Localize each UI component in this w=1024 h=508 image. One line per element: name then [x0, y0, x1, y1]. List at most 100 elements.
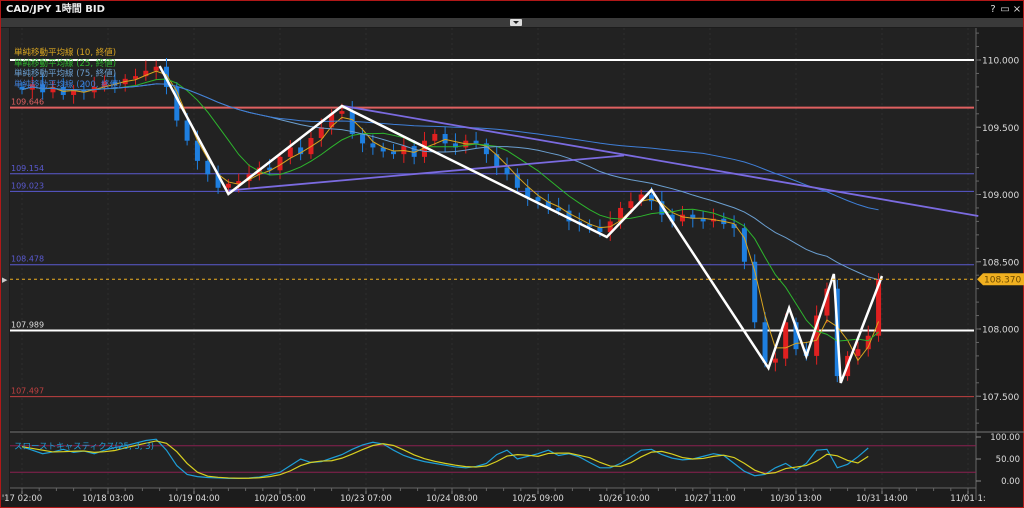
candle: [494, 154, 500, 168]
candle: [876, 279, 882, 336]
candle: [194, 140, 200, 161]
ma-legend-10: 単純移動平均線 (10, 終値): [14, 48, 117, 58]
candle: [690, 214, 696, 219]
expand-arrow-icon: ▶: [2, 276, 8, 284]
candle: [556, 207, 562, 211]
title-bar: CAD/JPY 1時間 BID ? ▭ ×: [1, 1, 1023, 18]
candle: [814, 315, 820, 356]
candle: [143, 70, 149, 77]
candle: [824, 288, 830, 316]
stochastic-tick-label: 50.00: [996, 455, 1020, 465]
ma-legend-25: 単純移動平均線 (25, 終値): [14, 58, 117, 69]
x-tick-label: 10/20 05:00: [254, 494, 306, 504]
candle: [442, 133, 448, 144]
horizontal-line-label: 107.989: [11, 320, 44, 329]
candle: [452, 143, 458, 148]
candle: [587, 224, 593, 227]
candle: [411, 146, 417, 157]
candle: [153, 66, 159, 71]
current-price-marker: [977, 273, 1024, 286]
candle: [855, 349, 861, 356]
trendline: [341, 104, 979, 217]
stochastic-label: スローストキャスティクス(25, 3, 3): [14, 442, 154, 452]
candle: [649, 194, 655, 202]
candle: [597, 226, 603, 233]
plot-area: [10, 28, 976, 430]
candle: [19, 86, 25, 90]
x-tick-label: 10/26 10:00: [598, 494, 650, 504]
candle: [277, 156, 283, 171]
candle: [421, 140, 427, 157]
candle: [535, 197, 541, 202]
candle: [329, 113, 335, 128]
y-tick-label: 107.500: [982, 393, 1019, 403]
candle: [112, 81, 118, 85]
candle: [318, 127, 324, 139]
candle: [339, 111, 345, 114]
x-tick-label: 10/19 04:00: [168, 494, 220, 504]
x-tick-label: 10/27 11:00: [684, 494, 736, 504]
candle: [50, 86, 56, 93]
y-tick-label: 109.500: [982, 124, 1019, 134]
candle: [370, 143, 376, 148]
horizontal-line-label: 108.478: [11, 255, 44, 264]
candle: [380, 147, 386, 152]
stochastic-k-line: [21, 438, 869, 479]
candle: [287, 147, 293, 157]
left-panel-handle[interactable]: ▶: [1, 28, 9, 500]
candle: [483, 143, 489, 155]
candle: [762, 322, 768, 363]
x-tick-label: 10/24 08:00: [426, 494, 478, 504]
candle: [865, 335, 871, 350]
x-tick-label: 10/18 03:00: [82, 494, 134, 504]
candle: [298, 147, 304, 155]
candle: [432, 133, 438, 141]
candle: [133, 76, 139, 79]
candle: [349, 111, 355, 134]
candle: [525, 187, 531, 198]
toolbar-strip: [1, 18, 1023, 27]
moving-average-200: [21, 83, 879, 211]
stochastic-area: [10, 433, 976, 488]
candle: [741, 228, 747, 262]
horizontal-line-label: 109.646: [11, 98, 44, 107]
candle: [215, 174, 221, 188]
candle: [236, 181, 242, 184]
candle: [504, 167, 510, 175]
candle: [174, 86, 180, 121]
help-button[interactable]: ?: [990, 4, 996, 15]
maximize-icon[interactable]: ▭: [1000, 4, 1010, 15]
candle: [545, 201, 551, 208]
y-tick-label: 110.000: [982, 57, 1019, 67]
y-tick-label: 108.000: [982, 326, 1019, 336]
candle: [772, 358, 778, 363]
candle: [473, 140, 479, 144]
trendline: [228, 154, 625, 192]
candle: [618, 207, 624, 222]
close-button[interactable]: ×: [1012, 4, 1022, 15]
candle: [679, 214, 685, 222]
horizontal-line-label: 107.497: [11, 387, 44, 396]
candle: [267, 167, 273, 171]
candle: [793, 322, 799, 350]
candle: [669, 214, 675, 222]
candle: [783, 322, 789, 359]
candle: [81, 89, 87, 93]
x-tick-label: 10/23 07:00: [340, 494, 392, 504]
x-tick-label: 10/31 14:00: [856, 494, 908, 504]
window-title: CAD/JPY 1時間 BID: [6, 4, 105, 15]
x-tick-label: 10/30 13:00: [770, 494, 822, 504]
x-tick-label: 11/01 1:: [950, 494, 985, 504]
candle: [102, 81, 108, 87]
candle: [360, 133, 366, 144]
horizontal-line-label: 109.023: [11, 181, 44, 190]
candle: [225, 183, 231, 188]
zigzag-line: [158, 65, 884, 384]
candle: [566, 210, 572, 222]
candle: [731, 224, 737, 229]
collapse-toggle-button[interactable]: [510, 19, 522, 26]
horizontal-line-label: 109.154: [11, 164, 44, 173]
candle: [700, 218, 706, 222]
current-price-label: 108.370: [984, 276, 1021, 286]
